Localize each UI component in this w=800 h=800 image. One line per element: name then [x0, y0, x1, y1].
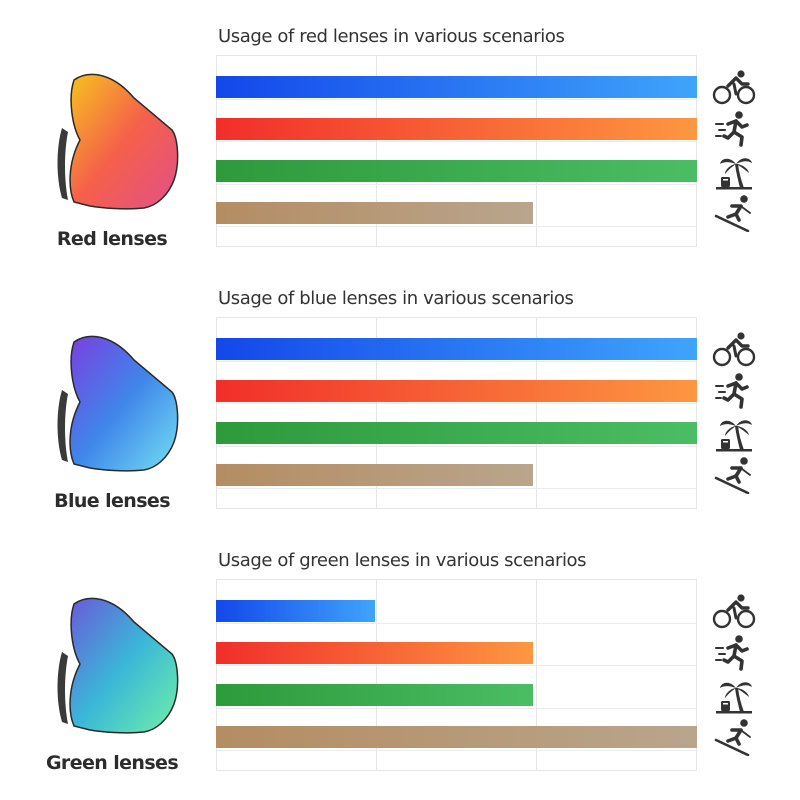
- grid-line-vertical: [376, 580, 377, 770]
- grid-line-horizontal: [217, 361, 696, 362]
- skiing-icon: [712, 194, 756, 232]
- beach-icon: [712, 676, 756, 714]
- chart-plot-area: [216, 317, 697, 509]
- running-icon: [712, 372, 756, 410]
- skiing-icon: [712, 718, 756, 756]
- lens-image-wrapper: [50, 592, 190, 752]
- bar-beach: [216, 422, 697, 444]
- cycling-icon: [712, 68, 756, 106]
- lens-image-wrapper: [50, 68, 190, 228]
- lens-panel-0: Red lenses Usage of red lenses in various…: [0, 0, 800, 262]
- grid-line-horizontal: [217, 623, 696, 624]
- bar-beach: [216, 160, 697, 182]
- grid-line-vertical: [536, 580, 537, 770]
- lens-image: [57, 335, 179, 472]
- grid-line-horizontal: [217, 141, 696, 142]
- bar-skiing: [216, 202, 533, 224]
- running-icon: [712, 110, 756, 148]
- bar-running: [216, 380, 697, 402]
- bar-cycling: [216, 338, 697, 360]
- bar-cycling: [216, 76, 697, 98]
- lens-panel-2: Green lenses Usage of green lenses in var…: [0, 524, 800, 786]
- chart-plot-area: [216, 579, 697, 771]
- cycling-icon: [712, 592, 756, 630]
- beach-icon: [712, 152, 756, 190]
- lens-image: [57, 597, 179, 734]
- chart-plot-area: [216, 55, 697, 247]
- grid-line-horizontal: [217, 488, 696, 489]
- lens-panel-1: Blue lenses Usage of blue lenses in vario…: [0, 262, 800, 524]
- grid-line-horizontal: [217, 226, 696, 227]
- lens-label: Blue lenses: [54, 490, 170, 512]
- beach-icon: [712, 414, 756, 452]
- grid-line-vertical: [536, 56, 537, 246]
- grid-line-horizontal: [217, 184, 696, 185]
- bar-beach: [216, 684, 533, 706]
- grid-line-horizontal: [217, 750, 696, 751]
- lens-label: Green lenses: [45, 752, 179, 774]
- bar-skiing: [216, 464, 533, 486]
- grid-line-horizontal: [217, 99, 696, 100]
- grid-line-vertical: [536, 318, 537, 508]
- grid-line-horizontal: [217, 708, 696, 709]
- chart-title: Usage of blue lenses in various scenario…: [218, 288, 574, 309]
- lens-label: Red lenses: [56, 228, 168, 250]
- skiing-icon: [712, 456, 756, 494]
- chart-title: Usage of green lenses in various scenari…: [218, 550, 587, 571]
- grid-line-horizontal: [217, 665, 696, 666]
- bar-running: [216, 642, 533, 664]
- grid-line-vertical: [376, 56, 377, 246]
- grid-line-vertical: [376, 318, 377, 508]
- cycling-icon: [712, 330, 756, 368]
- grid-line-horizontal: [217, 446, 696, 447]
- running-icon: [712, 634, 756, 672]
- bar-skiing: [216, 726, 697, 748]
- lens-image: [57, 73, 179, 210]
- chart-title: Usage of red lenses in various scenarios: [218, 26, 565, 47]
- bar-running: [216, 118, 697, 140]
- lens-image-wrapper: [50, 330, 190, 490]
- bar-cycling: [216, 600, 375, 622]
- grid-line-horizontal: [217, 403, 696, 404]
